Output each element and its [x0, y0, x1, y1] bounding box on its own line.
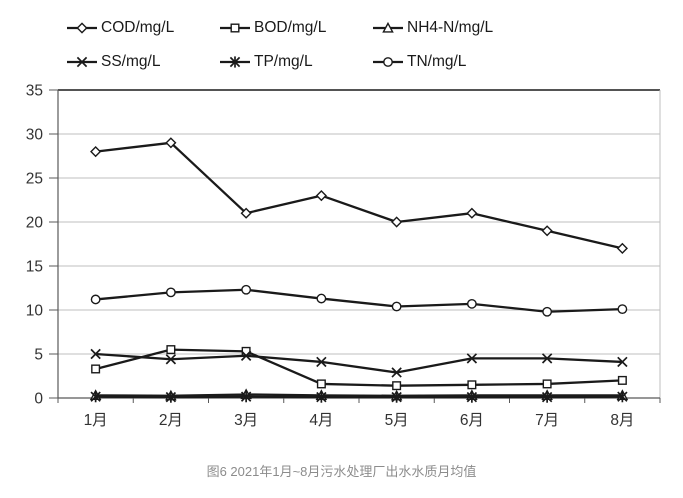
legend-item-bod: BOD/mg/L	[219, 19, 326, 37]
svg-text:10: 10	[26, 303, 44, 320]
legend-marker-asterisk-icon	[220, 56, 250, 68]
svg-text:35: 35	[26, 83, 43, 100]
legend-item-nh4n: NH4-N/mg/L	[372, 19, 493, 37]
svg-text:3月: 3月	[234, 412, 258, 429]
legend-marker-x-icon	[67, 56, 97, 68]
series-cod	[90, 137, 628, 254]
svg-text:2月: 2月	[159, 412, 183, 429]
legend-marker-square-icon	[220, 23, 250, 33]
plot-area: 0 5 10 15 20 25 30 35 1月 2月 3月 4月 5月 6月 7月 8月	[26, 83, 661, 429]
legend-label: NH4-N/mg/L	[407, 19, 494, 36]
legend-label: COD/mg/L	[101, 19, 175, 36]
svg-text:7月: 7月	[535, 412, 559, 429]
svg-text:4月: 4月	[309, 412, 333, 429]
svg-text:15: 15	[26, 259, 43, 276]
svg-text:5: 5	[34, 347, 43, 364]
legend-item-ss: SS/mg/L	[66, 53, 160, 71]
legend-item-cod: COD/mg/L	[66, 19, 174, 37]
legend-label: BOD/mg/L	[254, 19, 327, 36]
svg-text:5月: 5月	[385, 412, 409, 429]
legend-label: TN/mg/L	[407, 53, 467, 70]
svg-text:8月: 8月	[610, 412, 634, 429]
svg-text:0: 0	[34, 391, 43, 408]
legend-label: SS/mg/L	[101, 53, 161, 70]
figure-caption: 图6 2021年1月~8月污水处理厂出水水质月均值	[206, 464, 477, 479]
legend-label: TP/mg/L	[254, 53, 313, 70]
legend-marker-circle-icon	[373, 57, 403, 67]
svg-text:25: 25	[26, 171, 43, 188]
legend-marker-triangle-icon	[373, 21, 403, 33]
series-bod	[91, 345, 627, 391]
series-tn	[90, 284, 628, 317]
svg-text:6月: 6月	[460, 412, 484, 429]
legend-marker-diamond-icon	[67, 22, 97, 34]
legend-item-tp: TP/mg/L	[219, 53, 313, 71]
svg-text:20: 20	[26, 215, 44, 232]
series-tp	[90, 391, 628, 403]
legend-item-tn: TN/mg/L	[372, 53, 466, 71]
svg-text:1月: 1月	[84, 412, 108, 429]
series-ss	[90, 348, 628, 378]
svg-text:30: 30	[26, 127, 44, 144]
